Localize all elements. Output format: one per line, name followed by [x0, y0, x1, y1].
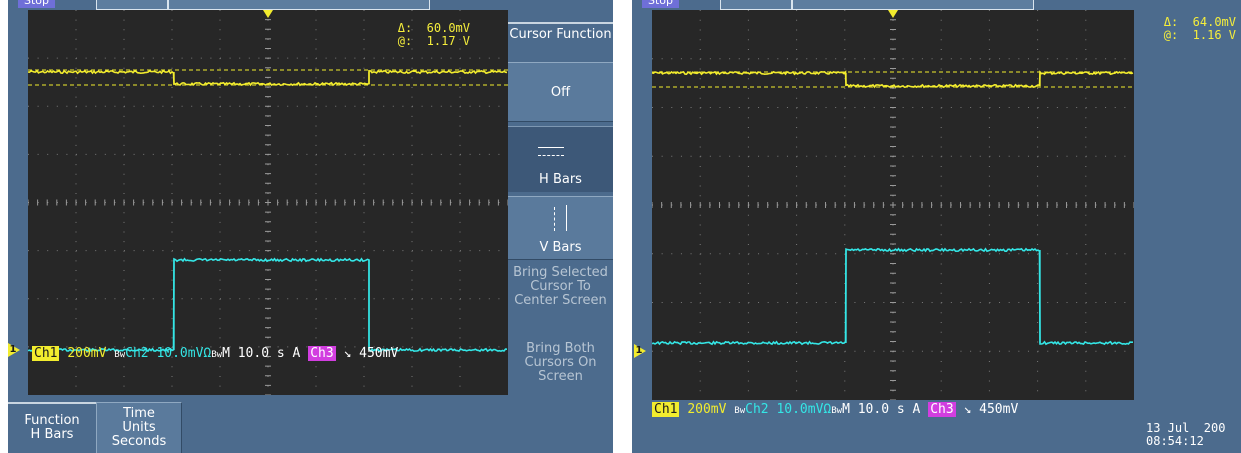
ch2-waveform	[652, 247, 1133, 346]
top-status-bar: Stop	[8, 0, 613, 10]
waveform-svg	[652, 10, 1134, 400]
bring-both-cursors-button[interactable]: Bring Both Cursors On Screen	[508, 340, 613, 392]
ch1-ground-marker[interactable]: 1	[8, 343, 20, 357]
h-bar-solid-icon	[538, 147, 564, 148]
timebase: M 10.0 s	[842, 402, 905, 417]
timebase: M 10.0 s	[222, 346, 285, 361]
cursor-function-title: Cursor Function	[508, 22, 613, 60]
ch3-label[interactable]: Ch3	[928, 402, 956, 417]
ch1-label[interactable]: Ch1	[32, 346, 60, 361]
delta-value: 60.0mV	[426, 21, 470, 35]
ch3-label[interactable]: Ch3	[308, 346, 336, 361]
channel-status-line: Ch1 200mV BwCh2 10.0mVΩBwM 10.0 s A Ch3 …	[32, 346, 398, 362]
ch2-label[interactable]: Ch2	[745, 402, 769, 417]
top-bar-segment	[792, 0, 1034, 10]
v-bars-button[interactable]: V Bars	[508, 196, 613, 260]
ch1-waveform	[28, 69, 508, 87]
at-value: 1.17 V	[426, 34, 470, 48]
ch2-waveform	[28, 257, 508, 353]
at-label: @:	[1163, 28, 1179, 42]
left-oscilloscope-screen: Stop Δ: 60.0mV @: 1.17 V 1 Ch1 200mV BwC…	[8, 0, 613, 453]
at-value: 1.16 V	[1192, 28, 1236, 42]
trigger-source-label: A	[912, 402, 921, 417]
trigger-slope-icon: ↘	[343, 346, 352, 361]
top-bar-segment	[720, 0, 792, 10]
waveform-display[interactable]	[652, 10, 1134, 400]
time-label: 08:54:12	[1146, 434, 1204, 448]
ch1-scale: 200mV	[67, 346, 107, 361]
delta-label: Δ:	[397, 21, 413, 35]
date-time-display: 13 Jul 200 08:54:12	[1146, 422, 1225, 448]
cursor-off-button[interactable]: Off	[508, 62, 613, 122]
top-bar-segment	[96, 0, 168, 10]
run-state-label: Stop	[18, 0, 56, 8]
ch1-scale: 200mV	[687, 402, 727, 417]
v-bar-dashed-icon	[554, 207, 555, 231]
function-bottom-button[interactable]: Function H Bars	[8, 402, 96, 453]
trigger-level: 450mV	[359, 346, 399, 361]
h-bars-label: H Bars	[539, 172, 582, 187]
ch2-scale: 10.0mVΩ	[156, 346, 212, 361]
cursor-readout: Δ: 64.0mV @: 1.16 V	[1136, 16, 1236, 42]
right-oscilloscope-screen: Stop Δ: 64.0mV @: 1.16 V 1 Ch1 200mV BwC…	[632, 0, 1241, 453]
ch2-bw-icon: Bw	[734, 406, 746, 416]
trigger-source-label: A	[292, 346, 301, 361]
top-status-bar: Stop	[632, 0, 1241, 10]
top-bar-segment	[168, 0, 430, 10]
function-value: H Bars	[30, 427, 74, 442]
date-label: 13 Jul 200	[1146, 421, 1226, 435]
run-state-label: Stop	[642, 0, 680, 8]
time-units-value: Seconds	[111, 434, 167, 449]
ch2-label[interactable]: Ch2	[125, 346, 149, 361]
ch2-bw-suffix-icon: Bw	[211, 350, 223, 360]
ch2-bw-icon: Bw	[114, 350, 126, 360]
trigger-slope-icon: ↘	[963, 402, 972, 417]
ch2-bw-suffix-icon: Bw	[831, 406, 843, 416]
ch1-waveform	[652, 70, 1134, 89]
time-units-bottom-button[interactable]: Time Units Seconds	[96, 402, 182, 453]
at-label: @:	[397, 34, 413, 48]
waveform-display[interactable]	[28, 10, 508, 395]
ch1-label[interactable]: Ch1	[652, 402, 680, 417]
channel-status-line: Ch1 200mV BwCh2 10.0mVΩBwM 10.0 s A Ch3 …	[652, 402, 1134, 418]
bring-selected-cursor-button[interactable]: Bring Selected Cursor To Center Screen	[508, 264, 613, 334]
cursor-readout: Δ: 60.0mV @: 1.17 V	[386, 22, 470, 48]
v-bar-solid-icon	[566, 205, 567, 231]
trigger-position-marker	[888, 10, 898, 18]
v-bars-label: V Bars	[539, 240, 582, 255]
delta-label: Δ:	[1163, 15, 1179, 29]
delta-value: 64.0mV	[1192, 15, 1236, 29]
h-bar-dashed-icon	[538, 155, 564, 156]
ch2-scale: 10.0mVΩ	[776, 402, 832, 417]
function-label: Function	[24, 413, 80, 428]
waveform-svg	[28, 10, 508, 395]
h-bars-button[interactable]: H Bars	[508, 126, 613, 192]
time-units-label: Time Units	[122, 406, 156, 435]
ch1-ground-marker[interactable]: 1	[634, 344, 646, 358]
trigger-level: 450mV	[979, 402, 1019, 417]
trigger-position-marker	[263, 10, 273, 18]
